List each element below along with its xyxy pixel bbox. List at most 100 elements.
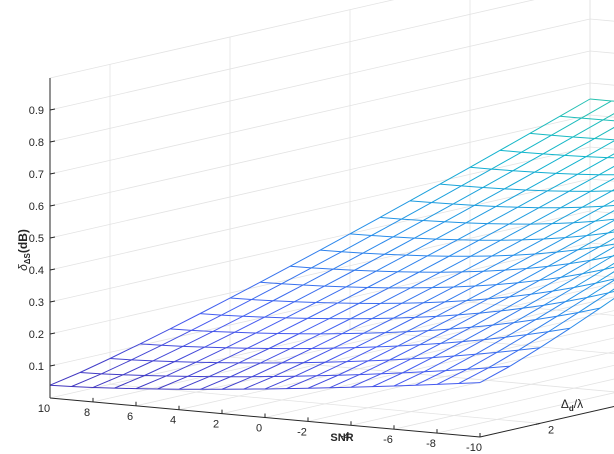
mesh-segment [229,281,261,299]
mesh-segment [496,268,527,286]
mesh-segment [431,271,463,289]
mesh-segment [350,302,381,320]
mesh-segment [461,270,484,273]
mesh-segment [547,173,578,192]
mesh-segment [251,299,274,302]
mesh-segment [251,362,283,378]
mesh-segment [229,297,252,301]
mesh-segment [174,361,197,363]
mesh-segment [302,268,334,286]
mesh-segment [329,386,352,389]
mesh-segment [474,284,497,287]
mesh-segment [199,297,231,315]
mesh-segment [551,206,583,225]
z-tick-mark [49,332,56,335]
mesh-segment [397,344,420,347]
mesh-segment [92,386,115,389]
mesh-segment [359,373,382,376]
mesh-segment [415,370,446,386]
mesh-segment [333,332,364,349]
mesh-segment [379,200,411,218]
mesh-segment [405,238,437,256]
mesh-segment [371,234,394,238]
mesh-segment [521,134,552,153]
mesh-segment [410,342,442,360]
floor-grid-line [469,301,614,316]
mesh-segment [509,347,541,367]
mesh-segment [182,345,205,348]
z-tick-mark [49,268,56,271]
mesh-segment [552,287,575,292]
mesh-segment [157,375,188,390]
mesh-segment [289,265,312,269]
mesh-segment [320,318,351,335]
mesh-segment [457,312,480,316]
mesh-segment [71,373,102,387]
x-tick-label: 6 [127,411,133,423]
mesh-segment [376,331,407,348]
mesh-segment [535,315,558,321]
mesh-segment [350,386,373,388]
mesh-segment [556,297,588,317]
mesh-segment [569,259,592,265]
mesh-segment [144,361,175,376]
mesh-segment [101,373,124,376]
mesh-segment [402,357,433,374]
mesh-segment [542,153,565,156]
mesh-segment [303,347,334,364]
z-tick-label: 0.3 [29,297,44,309]
mesh-segment [547,263,570,267]
mesh-segment [482,170,514,188]
mesh-segment [230,362,261,378]
mesh-segment [401,202,432,220]
mesh-segment [174,346,205,363]
mesh-segment [452,203,475,206]
mesh-segment [436,300,467,317]
back-grid-line [49,0,395,79]
mesh-segment [393,371,425,387]
mesh-segment [530,276,562,295]
back-grid-line [49,210,591,335]
mesh-segment [499,132,531,151]
mesh-segment [496,282,519,286]
mesh-segment [324,347,356,363]
mesh-segment [581,205,604,208]
mesh-segment [359,359,390,376]
mesh-segment [332,268,355,271]
mesh-segment [603,199,614,207]
mesh-segment [199,313,222,316]
mesh-segment [341,251,364,254]
mesh-segment [152,360,175,363]
mesh-segment [543,287,575,306]
mesh-segment [452,187,484,205]
mesh-segment [114,387,137,390]
mesh-segment [496,334,528,353]
mesh-segment [474,188,505,206]
mesh-segment [491,168,514,172]
mesh-segment [419,342,442,346]
mesh-segment [603,266,614,271]
back-panel-grid [49,0,614,438]
surface-mesh [49,98,614,390]
mesh-segment [409,183,441,202]
mesh-segment [418,255,450,273]
mesh-segment [372,372,403,388]
mesh-segment [436,383,459,385]
mesh-segment [409,200,432,204]
mesh-segment [594,126,614,139]
mesh-segment [572,136,595,140]
mesh-segment [345,270,377,288]
mesh-segment [487,206,518,225]
mesh-segment [607,229,614,234]
mesh-segment [401,302,424,304]
mesh-segment [349,216,381,235]
mesh-segment [221,376,253,390]
mesh-segment [603,204,614,207]
floor-grid-line [436,392,614,434]
mesh-segment [479,310,502,314]
x-tick-label: -6 [383,434,393,446]
mesh-segment [440,326,472,344]
mesh-segment [556,235,587,253]
mesh-segment [114,375,145,389]
mesh-segment [491,239,523,257]
